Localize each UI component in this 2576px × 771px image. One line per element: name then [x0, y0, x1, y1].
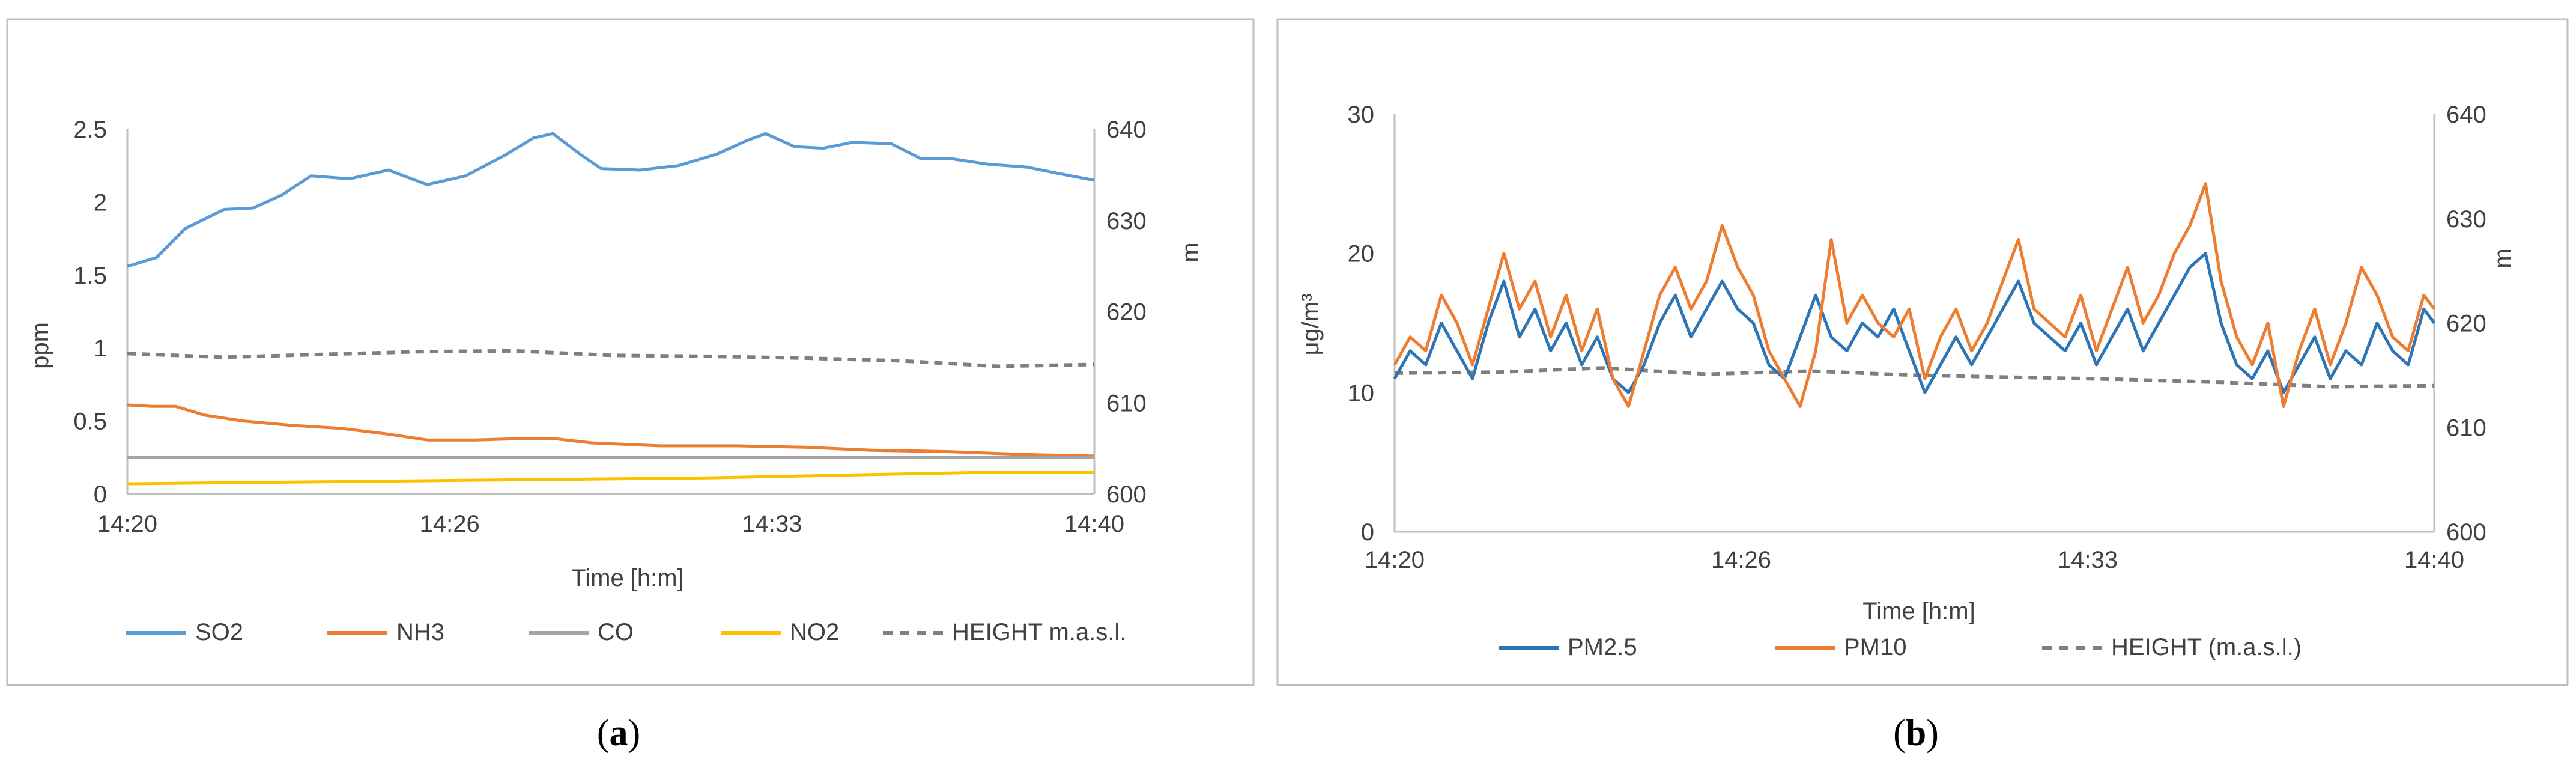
chart-a-y2label: m — [1177, 242, 1204, 262]
chart-a-plot: 0 0.5 1 1.5 2 2.5 600 610 620 630 640 14:20 14:26 14:… — [73, 117, 1146, 537]
series-line-pm10 — [1393, 182, 2436, 408]
chart-a-border — [6, 18, 1255, 686]
series-line-height-m-a-s-l — [1394, 366, 2435, 389]
chart-a-y2tick-label: 630 — [1106, 208, 1147, 234]
caption-a-open: ( — [597, 713, 610, 754]
chart-a-ytick-label: 2.5 — [73, 117, 107, 143]
series-line-pm2-5 — [1393, 252, 2436, 394]
chart-b-legend: PM2.5 PM10 HEIGHT (m.a.s.l.) — [1499, 634, 2302, 660]
chart-panel-b: 0 10 20 30 600 610 620 630 640 14:20 14:26 14:33 14:… — [1276, 18, 2569, 686]
legend-label: CO — [598, 619, 634, 645]
caption-b-letter: b — [1906, 713, 1926, 754]
chart-b-y2tick-label: 640 — [2446, 102, 2487, 128]
chart-a-ytick-label: 0.5 — [73, 409, 107, 435]
caption-a: (a) — [597, 713, 640, 754]
chart-b-y2tick-label: 600 — [2446, 519, 2487, 546]
chart-b-plot: 0 10 20 30 600 610 620 630 640 14:20 14:26 14:33 14:… — [1348, 102, 2487, 573]
caption-b-close: ) — [1926, 713, 1939, 754]
chart-b-xtick-label: 14:40 — [2404, 547, 2464, 573]
chart-b-xtick-label: 14:33 — [2058, 547, 2118, 573]
chart-a-ylabel: ppm — [27, 322, 53, 369]
chart-a-ytick-label: 1.5 — [73, 263, 107, 289]
caption-a-close: ) — [628, 713, 641, 754]
chart-b-ytick-label: 10 — [1348, 380, 1375, 406]
legend-label: HEIGHT (m.a.s.l.) — [2111, 634, 2302, 660]
chart-b-ytick-label: 30 — [1348, 102, 1375, 128]
chart-a-xtick-label: 14:26 — [420, 511, 480, 537]
legend-label: PM10 — [1844, 634, 1907, 660]
series-line-no2 — [127, 471, 1094, 486]
chart-b-ytick-label: 0 — [1361, 519, 1374, 546]
chart-a-y2tick-label: 610 — [1106, 390, 1147, 416]
chart-b-y2tick-label: 630 — [2446, 206, 2487, 233]
chart-a-y2tick-label: 620 — [1106, 299, 1147, 326]
series-line-height-m-a-s-l — [127, 349, 1095, 368]
legend-label: NH3 — [396, 619, 444, 645]
chart-a-y2tick-label: 640 — [1106, 117, 1147, 143]
chart-a-y2tick-label: 600 — [1106, 481, 1147, 508]
chart-a-xtick-label: 14:33 — [742, 511, 802, 537]
legend-label: PM2.5 — [1568, 634, 1637, 660]
chart-a-ytick-label: 2 — [94, 189, 107, 216]
caption-b-open: ( — [1893, 713, 1906, 754]
chart-b-xlabel: Time [h:m] — [1862, 598, 1975, 624]
chart-b-border — [1276, 18, 2569, 686]
chart-b-y2tick-label: 620 — [2446, 311, 2487, 337]
chart-a-xtick-label: 14:20 — [97, 511, 157, 537]
series-line-nh3 — [127, 403, 1095, 458]
chart-a-ytick-label: 0 — [94, 481, 107, 508]
chart-b-y2tick-label: 610 — [2446, 415, 2487, 441]
chart-a-xtick-label: 14:40 — [1064, 511, 1124, 537]
legend-label: SO2 — [195, 619, 243, 645]
chart-panel-a: 0 0.5 1 1.5 2 2.5 600 610 620 630 640 14:20 14:26 14:… — [6, 18, 1255, 686]
caption-a-letter: a — [610, 713, 628, 754]
caption-b: (b) — [1893, 713, 1939, 754]
chart-b-y2label: m — [2490, 248, 2516, 268]
chart-b-ytick-label: 20 — [1348, 241, 1375, 267]
chart-a-legend: SO2 NH3 CO NO2 HEIGHT m.a.s.l. — [126, 619, 1126, 645]
chart-a-ytick-label: 1 — [94, 335, 107, 362]
legend-label: NO2 — [790, 619, 839, 645]
chart-b-ylabel: μg/m³ — [1297, 293, 1324, 355]
chart-a-xlabel: Time [h:m] — [571, 565, 683, 591]
series-line-so2 — [127, 132, 1095, 268]
chart-b-xtick-label: 14:26 — [1711, 547, 1771, 573]
legend-label: HEIGHT m.a.s.l. — [952, 619, 1126, 645]
chart-b-xtick-label: 14:20 — [1365, 547, 1425, 573]
